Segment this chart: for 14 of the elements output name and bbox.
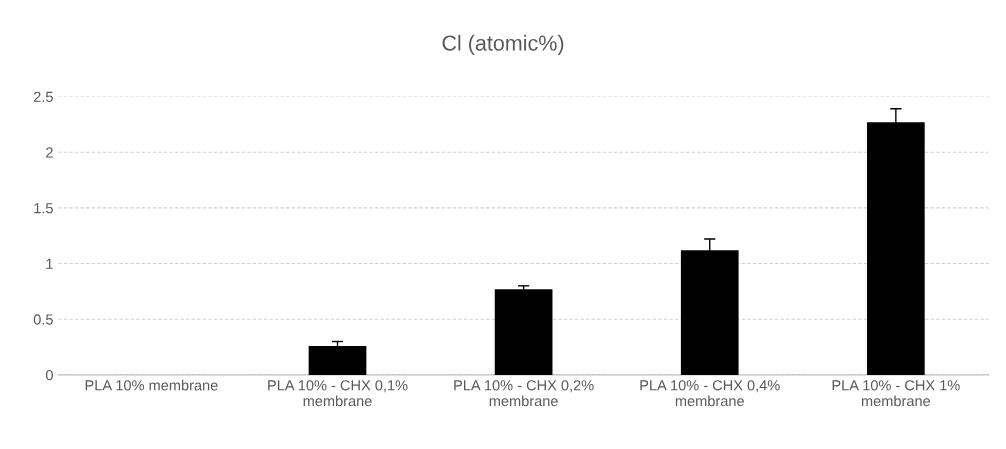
- y-tick-label: 1: [46, 258, 53, 269]
- y-tick-label: 0: [45, 370, 53, 381]
- x-tick-label: PLA 10% - CHX 0,2% membrane: [454, 380, 594, 407]
- y-tick-label: 2: [46, 147, 53, 158]
- y-tick-label: 1.5: [34, 203, 53, 214]
- y-tick-label: 0.5: [33, 314, 53, 325]
- bar: [494, 289, 553, 375]
- bar: [308, 345, 367, 375]
- x-tick-label: PLA 10% - CHX 1% membrane: [832, 380, 960, 407]
- x-tick-label: PLA 10% - CHX 0,4% membrane: [640, 380, 780, 407]
- chart-title: Cl (atomic%): [442, 34, 564, 55]
- x-tick-label: PLA 10% - CHX 0,1% membrane: [268, 380, 408, 407]
- x-tick-label: PLA 10% membrane: [85, 379, 218, 391]
- y-tick-label: 2.5: [33, 91, 53, 102]
